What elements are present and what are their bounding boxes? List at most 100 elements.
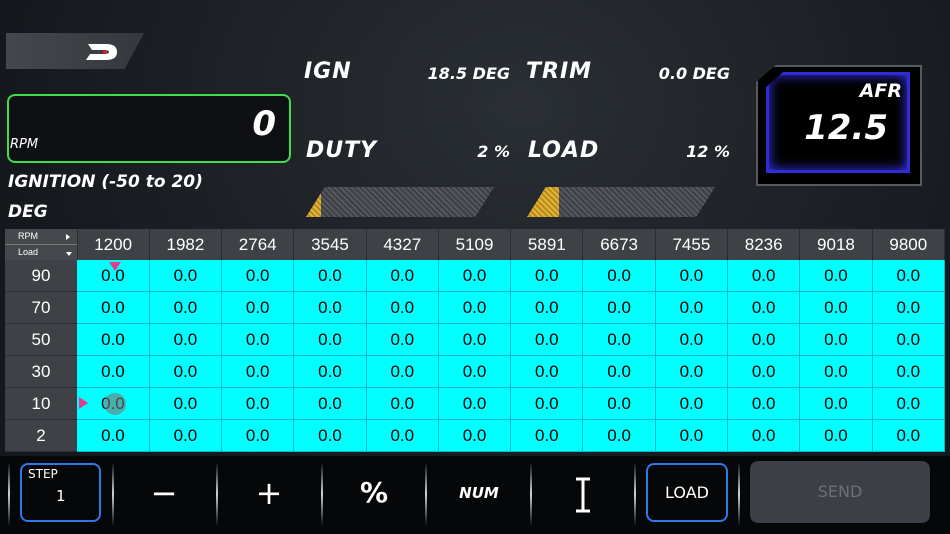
map-cell[interactable]: 0.0	[77, 291, 150, 324]
map-cell[interactable]: 0.0	[149, 355, 223, 388]
map-cell[interactable]: 0.0	[872, 260, 946, 292]
map-cell[interactable]: 0.0	[727, 387, 801, 420]
rpm-column-header[interactable]: 9800	[872, 229, 946, 260]
map-cell[interactable]: 0.0	[149, 260, 223, 292]
map-cell[interactable]: 0.0	[799, 291, 873, 324]
map-cell[interactable]: 0.0	[872, 355, 946, 388]
load-row-header[interactable]: 90	[5, 260, 77, 292]
map-cell[interactable]: 0.0	[582, 260, 656, 292]
map-cell[interactable]: 0.0	[799, 419, 873, 452]
ignition-map-table: RPM Load 1200 1982 2764 3545 4327 5109 5891 667…	[5, 229, 946, 452]
map-cell[interactable]: 0.0	[582, 291, 656, 324]
map-cell[interactable]: 0.0	[510, 323, 584, 356]
map-cell[interactable]: 0.0	[727, 323, 801, 356]
rpm-column-header[interactable]: 5109	[438, 229, 512, 260]
step-button[interactable]	[20, 463, 101, 522]
load-row-header[interactable]: 50	[5, 323, 77, 356]
map-cell[interactable]: 0.0	[366, 419, 439, 452]
map-cell[interactable]: 0.0	[438, 323, 512, 356]
load-row-header[interactable]: 2	[5, 419, 77, 452]
rpm-column-header[interactable]: 9018	[799, 229, 873, 260]
rpm-column-header[interactable]: 8236	[727, 229, 801, 260]
map-cell[interactable]: 0.0	[872, 291, 946, 324]
map-cell[interactable]: 0.0	[655, 419, 729, 452]
map-cell[interactable]: 0.0	[799, 355, 873, 388]
map-cell[interactable]: 0.0	[366, 291, 439, 324]
load-row-header[interactable]: 70	[5, 291, 77, 324]
map-cell[interactable]: 0.0	[510, 419, 584, 452]
map-cell[interactable]: 0.0	[366, 387, 439, 420]
percent-button[interactable]: %	[359, 476, 389, 509]
map-cell[interactable]: 0.0	[366, 323, 439, 356]
text-cursor-button[interactable]	[543, 470, 623, 516]
map-cell[interactable]: 0.0	[221, 355, 295, 388]
map-cell[interactable]: 0.0	[655, 323, 729, 356]
map-cell[interactable]: 0.0	[77, 323, 150, 356]
map-cell[interactable]: 0.0	[799, 387, 873, 420]
map-cell[interactable]: 0.0	[655, 355, 729, 388]
load-row-header[interactable]: 30	[5, 355, 77, 388]
map-cell[interactable]: 0.0	[799, 323, 873, 356]
rpm-column-header[interactable]: 5891	[510, 229, 584, 260]
map-cell[interactable]: 0.0	[582, 323, 656, 356]
load-row-header[interactable]: 10	[5, 387, 77, 420]
map-cell[interactable]: 0.0	[510, 260, 584, 292]
map-cell[interactable]: 0.0	[438, 291, 512, 324]
map-cell[interactable]: 0.0	[149, 419, 223, 452]
map-cell[interactable]: 0.0	[149, 291, 223, 324]
rpm-column-header[interactable]: 1200	[77, 229, 150, 260]
toolbar-divider	[216, 462, 218, 526]
map-cell[interactable]: 0.0	[149, 387, 223, 420]
rpm-column-header[interactable]: 3545	[293, 229, 367, 260]
rpm-column-header[interactable]: 4327	[366, 229, 439, 260]
map-cell[interactable]: 0.0	[582, 387, 656, 420]
map-cell[interactable]: 0.0	[438, 387, 512, 420]
rpm-column-header[interactable]: 7455	[655, 229, 729, 260]
map-cell[interactable]: 0.0	[366, 355, 439, 388]
map-cell[interactable]: 0.0	[438, 419, 512, 452]
map-cell[interactable]: 0.0	[221, 291, 295, 324]
map-cell[interactable]: 0.0	[149, 323, 223, 356]
map-cell[interactable]: 0.0	[510, 291, 584, 324]
map-cell[interactable]: 0.0	[293, 291, 367, 324]
map-cell[interactable]: 0.0	[872, 419, 946, 452]
step-label: STEP	[28, 467, 58, 481]
map-cell[interactable]: 0.0	[582, 355, 656, 388]
map-cell[interactable]: 0.0	[293, 260, 367, 292]
map-cell[interactable]: 0.0	[77, 419, 150, 452]
map-cell[interactable]: 0.0	[582, 419, 656, 452]
rpm-column-header[interactable]: 1982	[149, 229, 223, 260]
increment-button[interactable]: +	[255, 474, 283, 512]
map-cell[interactable]: 0.0	[77, 355, 150, 388]
map-cell[interactable]: 0.0	[655, 387, 729, 420]
map-cell[interactable]: 0.0	[438, 260, 512, 292]
axis-corner[interactable]: RPM Load	[5, 229, 78, 260]
map-cell[interactable]: 0.0	[221, 387, 295, 420]
decrement-button[interactable]: −	[150, 474, 178, 512]
map-cell[interactable]: 0.0	[438, 355, 512, 388]
map-cell[interactable]: 0.0	[221, 419, 295, 452]
rpm-column-header[interactable]: 2764	[221, 229, 295, 260]
map-cell[interactable]: 0.0	[799, 260, 873, 292]
map-cell[interactable]: 0.0	[727, 419, 801, 452]
map-cell[interactable]: 0.0	[221, 323, 295, 356]
map-cell[interactable]: 0.0	[727, 355, 801, 388]
map-cell[interactable]: 0.0	[366, 260, 439, 292]
map-cell[interactable]: 0.0	[510, 355, 584, 388]
map-cell[interactable]: 0.0	[655, 260, 729, 292]
map-cell[interactable]: 0.0	[727, 291, 801, 324]
rpm-column-header[interactable]: 6673	[582, 229, 656, 260]
map-cell[interactable]: 0.0	[221, 260, 295, 292]
map-cell[interactable]: 0.0	[872, 323, 946, 356]
map-cell[interactable]: 0.0	[510, 387, 584, 420]
map-cell[interactable]: 0.0	[727, 260, 801, 292]
send-button[interactable]: SEND	[750, 461, 930, 523]
map-cell[interactable]: 0.0	[293, 355, 367, 388]
map-cell[interactable]: 0.0	[872, 387, 946, 420]
load-button[interactable]: LOAD	[646, 463, 728, 522]
map-cell[interactable]: 0.0	[655, 291, 729, 324]
map-cell[interactable]: 0.0	[293, 387, 367, 420]
num-button[interactable]: NUM	[459, 484, 499, 502]
map-cell[interactable]: 0.0	[293, 419, 367, 452]
map-cell[interactable]: 0.0	[293, 323, 367, 356]
